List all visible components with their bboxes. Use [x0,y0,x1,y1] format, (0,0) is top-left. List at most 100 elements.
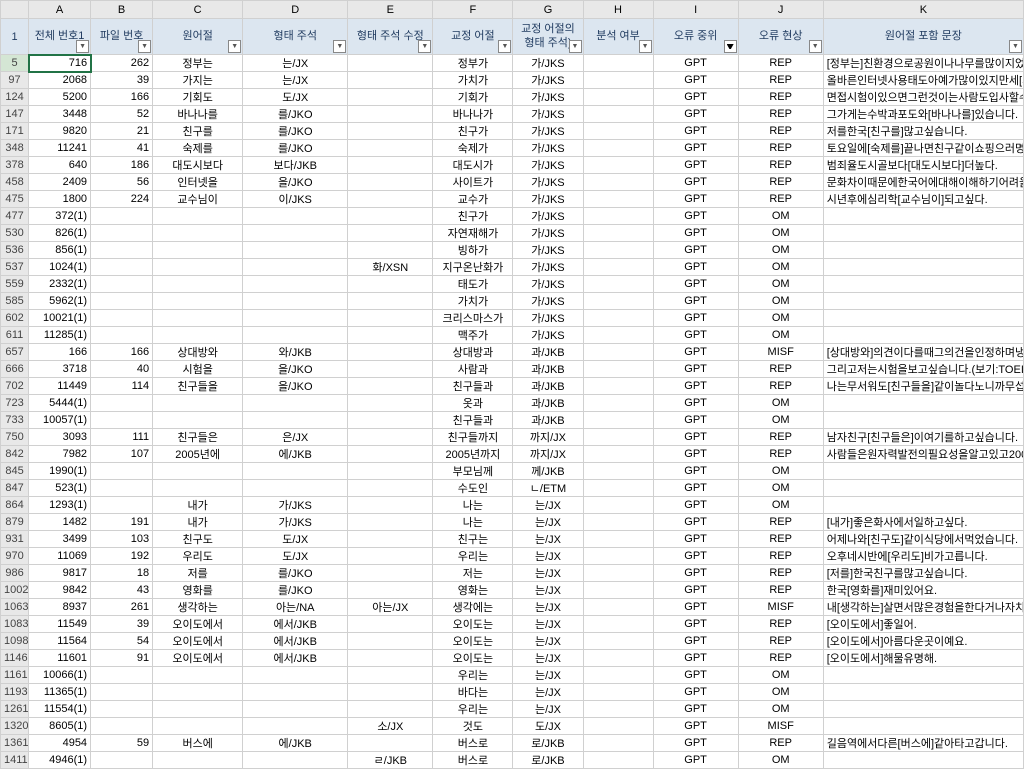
row-number[interactable]: 864 [1,497,29,514]
cell[interactable] [348,412,433,429]
cell[interactable] [91,310,153,327]
cell[interactable]: 는/JX [513,531,583,548]
cell[interactable]: 11549 [29,616,91,633]
cell[interactable]: GPT [653,599,738,616]
cell[interactable]: 191 [91,514,153,531]
cell[interactable]: 가/JKS [513,310,583,327]
cell[interactable] [583,89,653,106]
cell[interactable]: 11554(1) [29,701,91,718]
cell[interactable]: 59 [91,735,153,752]
cell[interactable]: 가/JKS [513,174,583,191]
cell[interactable] [583,548,653,565]
cell[interactable]: 사람과 [433,361,513,378]
cell[interactable]: 11069 [29,548,91,565]
cell[interactable] [91,480,153,497]
cell[interactable]: 나는 [433,497,513,514]
cell[interactable]: REP [738,429,823,446]
cell[interactable]: GPT [653,123,738,140]
cell[interactable] [348,344,433,361]
cell[interactable]: 716 [29,55,91,72]
cell[interactable]: 영화는 [433,582,513,599]
cell[interactable]: 는/JX [513,582,583,599]
cell[interactable]: 께/JKB [513,463,583,480]
cell[interactable]: 어제나와[친구도]같이식당에서먹었습니다. [823,531,1023,548]
cell[interactable]: 640 [29,157,91,174]
cell[interactable] [153,293,243,310]
cell[interactable] [348,446,433,463]
cell[interactable] [91,208,153,225]
cell[interactable] [823,395,1023,412]
row-number[interactable]: 171 [1,123,29,140]
cell[interactable] [243,667,348,684]
cell[interactable]: 166 [91,89,153,106]
cell[interactable]: 166 [91,344,153,361]
cell[interactable] [823,480,1023,497]
cell[interactable]: 40 [91,361,153,378]
cell[interactable]: 버스로 [433,752,513,769]
cell[interactable] [583,718,653,735]
cell[interactable] [91,412,153,429]
cell[interactable] [243,225,348,242]
cell[interactable]: GPT [653,174,738,191]
cell[interactable] [348,123,433,140]
cell[interactable]: 10057(1) [29,412,91,429]
cell[interactable]: 9820 [29,123,91,140]
cell[interactable]: 빙하가 [433,242,513,259]
cell[interactable]: GPT [653,225,738,242]
cell[interactable]: 나는무서워도[친구들을]같이놀다노니까무섭지않는다.디 [823,378,1023,395]
filter-icon[interactable] [76,40,89,53]
cell[interactable]: 과/JKB [513,412,583,429]
cell[interactable] [583,344,653,361]
row-number[interactable]: 733 [1,412,29,429]
cell[interactable] [823,293,1023,310]
cell[interactable] [583,667,653,684]
cell[interactable]: 을/JKO [243,174,348,191]
row-number[interactable]: 723 [1,395,29,412]
cell[interactable]: 와/JKB [243,344,348,361]
cell[interactable]: 3448 [29,106,91,123]
cell[interactable]: 는/JX [513,650,583,667]
cell[interactable]: 5444(1) [29,395,91,412]
cell[interactable]: 18 [91,565,153,582]
cell[interactable] [91,701,153,718]
cell[interactable] [243,395,348,412]
cell[interactable]: 그리고저는시험을보고싶습니다.(보기:TOEIC)그래서저는 [823,361,1023,378]
cell[interactable]: REP [738,123,823,140]
cell[interactable]: 가/JKS [513,225,583,242]
cell[interactable] [583,684,653,701]
cell[interactable] [823,718,1023,735]
row-number[interactable]: 1083 [1,616,29,633]
cell[interactable]: 는/JX [243,55,348,72]
cell[interactable]: REP [738,378,823,395]
cell[interactable] [348,89,433,106]
cell[interactable]: GPT [653,446,738,463]
cell[interactable]: REP [738,446,823,463]
cell[interactable] [243,463,348,480]
cell[interactable]: 문화차이때문에한국어에대해이해하기어려울때네비어 [823,174,1023,191]
cell[interactable]: 262 [91,55,153,72]
cell[interactable]: 친구들을 [153,378,243,395]
cell[interactable]: GPT [653,616,738,633]
cell[interactable]: 를/JKO [243,140,348,157]
cell[interactable]: GPT [653,650,738,667]
cell[interactable]: 는/JX [513,548,583,565]
cell[interactable]: 바나나가 [433,106,513,123]
cell[interactable]: 도/JX [513,718,583,735]
row-number[interactable]: 1 [1,19,29,55]
cell[interactable] [153,276,243,293]
cell[interactable]: 2409 [29,174,91,191]
cell[interactable] [348,310,433,327]
cell[interactable] [823,463,1023,480]
cell[interactable]: 1800 [29,191,91,208]
cell[interactable]: 826(1) [29,225,91,242]
cell[interactable]: 정부가 [433,55,513,72]
cell[interactable] [91,752,153,769]
cell[interactable]: GPT [653,293,738,310]
cell[interactable] [348,429,433,446]
cell[interactable]: 저를 [153,565,243,582]
cell[interactable]: 1482 [29,514,91,531]
cell[interactable]: OM [738,480,823,497]
cell[interactable]: 는/JX [513,599,583,616]
cell[interactable]: 오이도는 [433,616,513,633]
cell[interactable] [583,293,653,310]
